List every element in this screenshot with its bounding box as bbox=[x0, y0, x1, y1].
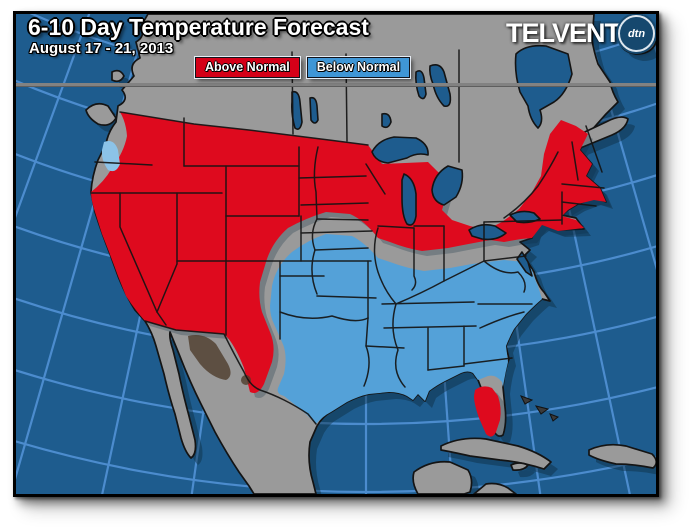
forecast-map-card: 6-10 Day Temperature Forecast August 17 … bbox=[13, 11, 659, 497]
forecast-date-range: August 17 - 21, 2013 bbox=[29, 40, 174, 57]
terrain-shading bbox=[188, 335, 251, 385]
dtn-badge-icon: dtn bbox=[618, 15, 655, 52]
legend-above-normal: Above Normal bbox=[195, 57, 300, 78]
political-borders bbox=[90, 49, 605, 425]
header-divider-line bbox=[16, 83, 656, 87]
brand-logo: TELVENT dtn bbox=[506, 15, 655, 52]
legend: Above Normal Below Normal bbox=[195, 57, 411, 78]
brand-name: TELVENT bbox=[506, 18, 621, 48]
bahamas-islets bbox=[519, 395, 559, 422]
legend-below-normal: Below Normal bbox=[306, 57, 411, 78]
dtn-badge-label: dtn bbox=[627, 27, 646, 40]
page-title: 6-10 Day Temperature Forecast bbox=[28, 14, 369, 40]
below-normal-region bbox=[270, 234, 542, 424]
forecast-map bbox=[16, 14, 656, 494]
great-lakes bbox=[371, 136, 541, 241]
